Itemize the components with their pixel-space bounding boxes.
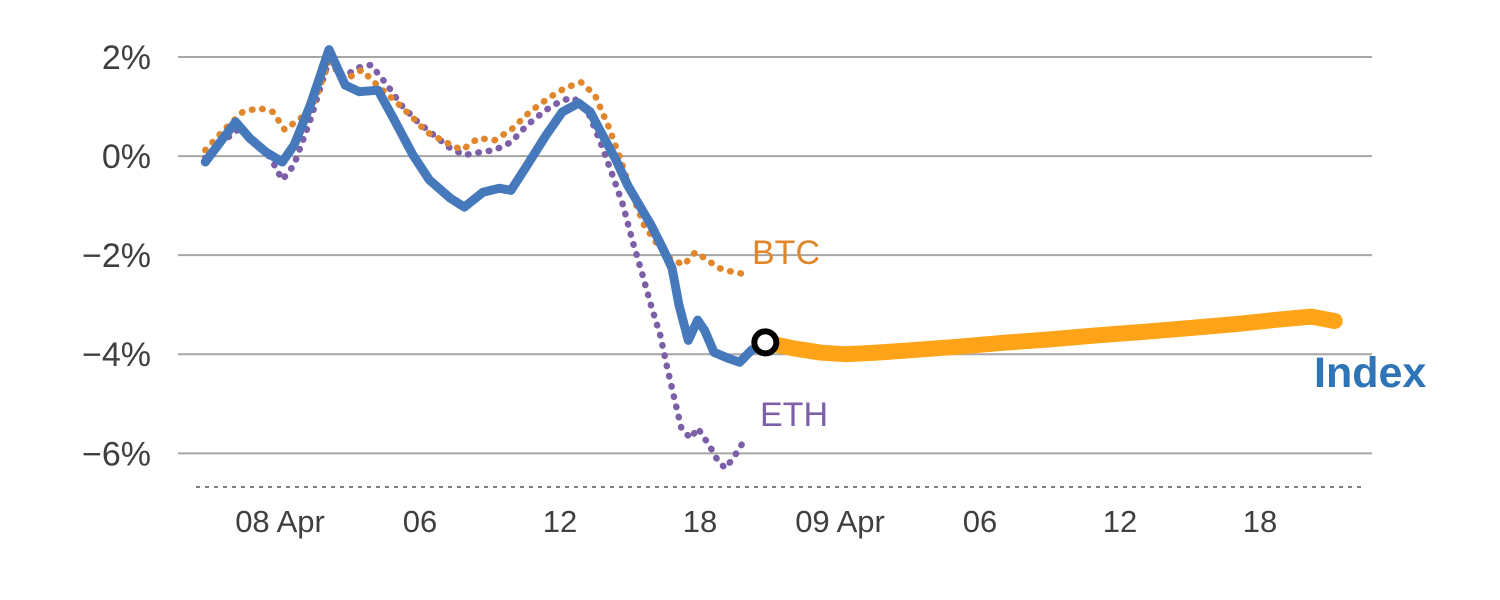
svg-text:06: 06 [963, 504, 997, 539]
svg-text:06: 06 [403, 504, 437, 539]
svg-text:0%: 0% [102, 138, 151, 176]
eth-label: ETH [760, 396, 828, 434]
btc-label: BTC [752, 234, 820, 272]
svg-text:09 Apr: 09 Apr [795, 504, 885, 539]
svg-text:−4%: −4% [82, 336, 151, 374]
svg-text:12: 12 [1103, 504, 1137, 539]
svg-text:−2%: −2% [82, 237, 151, 275]
svg-text:18: 18 [683, 504, 717, 539]
svg-text:18: 18 [1243, 504, 1277, 539]
svg-text:2%: 2% [102, 39, 151, 77]
svg-text:12: 12 [543, 504, 577, 539]
index-label: Index [1314, 349, 1427, 397]
svg-text:08 Apr: 08 Apr [235, 504, 325, 539]
svg-text:−6%: −6% [82, 435, 151, 473]
